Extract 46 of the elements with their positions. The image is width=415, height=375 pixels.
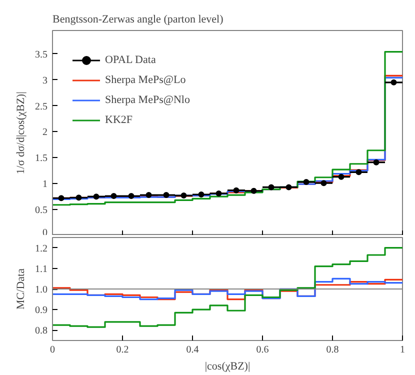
y-tick-label: 1.2: [35, 243, 48, 254]
y-tick-label: 0.8: [35, 326, 48, 337]
y-tick-label: 0.9: [35, 305, 48, 316]
point: [233, 187, 240, 194]
point: [338, 174, 344, 180]
point: [128, 193, 134, 200]
point: [93, 194, 100, 200]
legend-label: KK2F: [105, 113, 133, 127]
y-tick-label: 3.5: [35, 49, 48, 60]
point: [356, 169, 362, 176]
point: [198, 192, 204, 198]
point: [390, 79, 397, 86]
point: [110, 193, 117, 200]
y-tick-label: 1.1: [35, 264, 48, 275]
point: [58, 195, 64, 202]
y-tick-label: 1.0: [35, 284, 48, 296]
point: [146, 192, 152, 198]
point: [303, 179, 310, 186]
point: [286, 184, 292, 190]
y-tick-label: 1.5: [35, 153, 48, 164]
y-tick-label: 2.5: [35, 101, 48, 112]
y-tick-label: 1: [42, 179, 48, 190]
x-tick-label: 1: [400, 344, 405, 356]
y-tick-label: 0.5: [35, 205, 48, 216]
y-axis-title: MC/Data: [15, 268, 27, 310]
point: [268, 184, 274, 190]
x-tick-label: 0.6: [256, 344, 269, 356]
point: [76, 194, 82, 201]
y-tick-label: 3: [42, 75, 48, 86]
x-axis-title: |cos(χBZ)|: [204, 360, 250, 372]
y-tick-label: 2: [42, 127, 48, 138]
point: [216, 190, 222, 196]
x-tick-label: 0.8: [326, 344, 339, 356]
legend-label: Sherpa MePs@Lo: [105, 73, 186, 87]
point: [250, 188, 257, 194]
y-axis-title: 1/σ dσ/d|cos(χBZ)|: [15, 92, 27, 174]
x-tick-label: 0.2: [116, 344, 129, 356]
point: [163, 192, 170, 198]
point: [320, 180, 327, 186]
x-tick-label: 0.4: [186, 344, 199, 356]
chart-title: Bengtsson-Zerwas angle (parton level): [52, 14, 224, 26]
legend-label: OPAL Data: [105, 53, 156, 67]
legend-label: Sherpa MePs@Nlo: [105, 93, 190, 107]
point: [373, 159, 380, 166]
point: [180, 192, 187, 199]
x-tick-label: 0: [50, 344, 55, 356]
